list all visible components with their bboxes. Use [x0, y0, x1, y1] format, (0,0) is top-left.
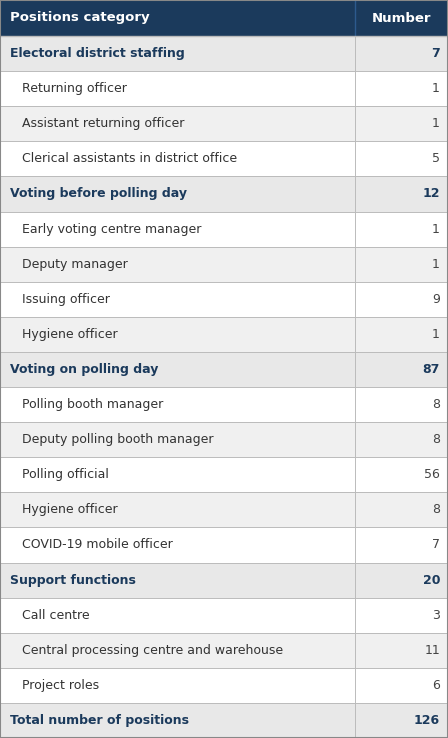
Text: 12: 12	[422, 187, 440, 201]
Bar	[0, 317, 448, 352]
Text: Deputy manager: Deputy manager	[22, 258, 128, 271]
Bar	[0, 598, 448, 632]
Text: Total number of positions: Total number of positions	[10, 714, 189, 727]
Text: 6: 6	[432, 679, 440, 692]
Text: Clerical assistants in district office: Clerical assistants in district office	[22, 152, 237, 165]
Bar	[0, 36, 448, 71]
Text: Project roles: Project roles	[22, 679, 99, 692]
Text: 7: 7	[431, 47, 440, 60]
Bar	[0, 106, 448, 141]
Bar	[0, 282, 448, 317]
Text: Voting on polling day: Voting on polling day	[10, 363, 159, 376]
Text: 56: 56	[424, 468, 440, 481]
Text: Electoral district staffing: Electoral district staffing	[10, 47, 185, 60]
Text: Assistant returning officer: Assistant returning officer	[22, 117, 185, 130]
Bar	[0, 141, 448, 176]
Text: 20: 20	[422, 573, 440, 587]
Text: 7: 7	[432, 539, 440, 551]
Bar	[0, 246, 448, 282]
Text: Returning officer: Returning officer	[22, 82, 127, 95]
Text: 9: 9	[432, 293, 440, 306]
Text: 11: 11	[424, 644, 440, 657]
Text: 1: 1	[432, 328, 440, 341]
Bar	[0, 668, 448, 703]
Bar	[0, 632, 448, 668]
Text: 8: 8	[432, 433, 440, 446]
Text: 8: 8	[432, 503, 440, 517]
Bar	[0, 176, 448, 212]
Text: Support functions: Support functions	[10, 573, 136, 587]
Text: Polling booth manager: Polling booth manager	[22, 398, 163, 411]
Text: Central processing centre and warehouse: Central processing centre and warehouse	[22, 644, 283, 657]
Text: 3: 3	[432, 609, 440, 621]
Bar	[0, 387, 448, 422]
Text: Hygiene officer: Hygiene officer	[22, 328, 118, 341]
Bar	[0, 352, 448, 387]
Text: Number: Number	[372, 12, 431, 24]
Text: Hygiene officer: Hygiene officer	[22, 503, 118, 517]
Text: Early voting centre manager: Early voting centre manager	[22, 223, 201, 235]
Text: 126: 126	[414, 714, 440, 727]
Text: 87: 87	[422, 363, 440, 376]
Text: 1: 1	[432, 117, 440, 130]
Text: 5: 5	[432, 152, 440, 165]
Bar	[0, 71, 448, 106]
Text: Voting before polling day: Voting before polling day	[10, 187, 187, 201]
Bar	[0, 458, 448, 492]
Bar	[0, 562, 448, 598]
Text: 1: 1	[432, 223, 440, 235]
Text: 8: 8	[432, 398, 440, 411]
Text: Deputy polling booth manager: Deputy polling booth manager	[22, 433, 214, 446]
Bar	[0, 703, 448, 738]
Text: Positions category: Positions category	[10, 12, 150, 24]
Bar	[0, 422, 448, 458]
Text: 1: 1	[432, 258, 440, 271]
Bar	[0, 0, 448, 36]
Bar	[0, 492, 448, 528]
Bar	[0, 528, 448, 562]
Text: COVID-19 mobile officer: COVID-19 mobile officer	[22, 539, 173, 551]
Text: 1: 1	[432, 82, 440, 95]
Bar	[0, 212, 448, 246]
Text: Issuing officer: Issuing officer	[22, 293, 110, 306]
Text: Call centre: Call centre	[22, 609, 90, 621]
Text: Polling official: Polling official	[22, 468, 109, 481]
